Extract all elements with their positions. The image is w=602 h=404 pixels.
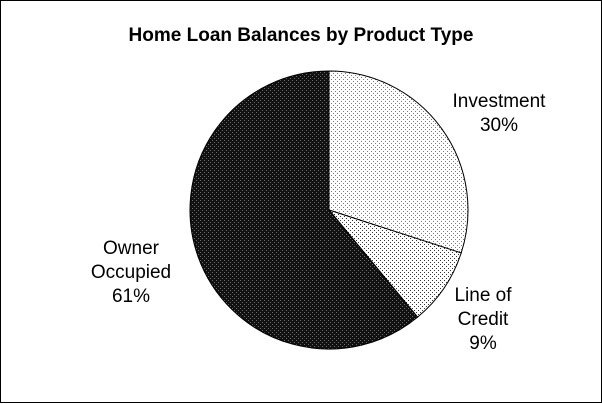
chart-title: Home Loan Balances by Product Type: [129, 25, 474, 46]
pie-slice-line-of-credit: [327, 208, 462, 318]
data-label-line: 61%: [112, 286, 150, 307]
slice-labels: Investment 30% Line of Credit 9% Owner Occupie…: [91, 91, 546, 354]
pie-slice-owner-occupied: [189, 70, 419, 350]
data-label-line: 30%: [480, 115, 518, 136]
data-label-line: Owner: [103, 238, 160, 259]
data-label-owner-occupied: Owner Occupied 61%: [91, 238, 171, 307]
data-label-line: Investment: [453, 91, 547, 112]
data-label-line: Credit: [458, 309, 509, 330]
data-label-line: 9%: [469, 333, 497, 354]
data-label-investment: Investment 30%: [453, 91, 547, 136]
pie-slice-investment: [328, 70, 469, 254]
pie-slices: [189, 70, 469, 350]
data-label-line-of-credit: Line of Credit 9%: [454, 285, 512, 354]
data-label-line: Occupied: [91, 262, 171, 283]
data-label-line: Line of: [454, 285, 512, 306]
